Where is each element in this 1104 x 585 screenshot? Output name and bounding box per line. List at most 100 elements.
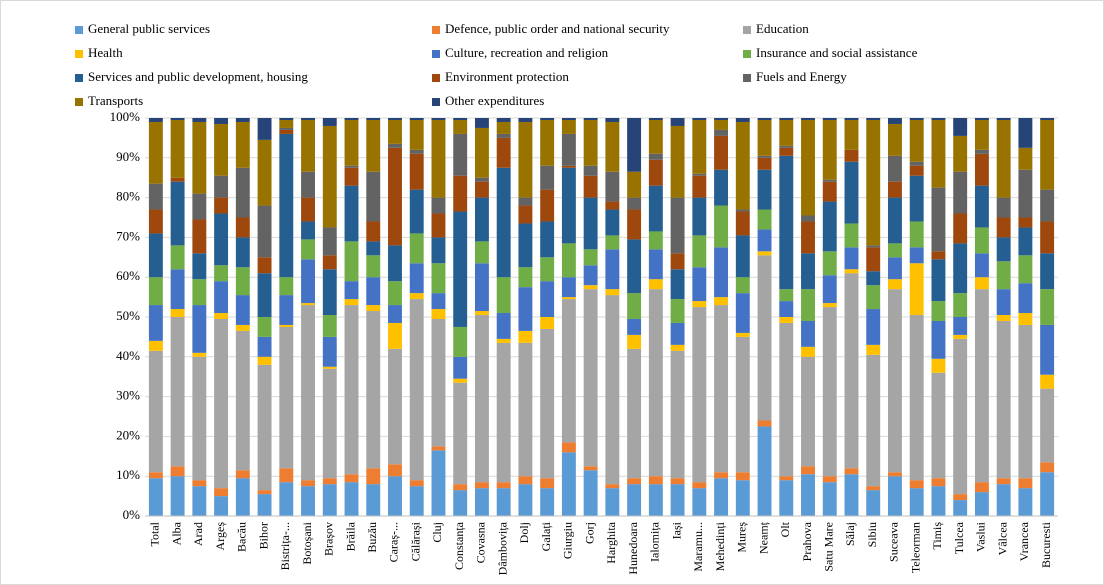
bar-segment (627, 334, 642, 349)
y-tick-label: 10% (116, 467, 140, 482)
bar-segment (257, 257, 272, 274)
bar-segment (388, 464, 402, 477)
bar-segment (322, 315, 337, 337)
bar-segment (192, 480, 207, 487)
bar-segment (953, 338, 968, 495)
bar-segment (257, 336, 272, 357)
bar-segment (214, 313, 229, 319)
bar-segment (344, 305, 359, 475)
bar-segment (583, 466, 598, 471)
bar-segment (670, 118, 685, 126)
bar-segment (931, 119, 946, 188)
bar-segment (953, 118, 968, 136)
bar-segment (692, 173, 707, 176)
x-tick-label: Neamț (756, 521, 770, 554)
bar-segment (953, 213, 968, 244)
bar-segment (953, 334, 968, 339)
legend-swatch (432, 50, 440, 58)
bar-segment (822, 303, 837, 308)
bar-segment (974, 153, 989, 186)
bar-segment (301, 259, 315, 304)
bar-segment (974, 227, 989, 254)
bar-segment (909, 221, 924, 248)
bar-segment (996, 478, 1011, 485)
legend-swatch (432, 74, 440, 82)
bar-segment (822, 251, 837, 276)
bar-segment (714, 297, 729, 306)
bar-segment (192, 305, 207, 353)
bar-segment (996, 261, 1011, 290)
bar-segment (192, 193, 207, 220)
bar-segment (518, 121, 533, 198)
bar-segment (366, 241, 381, 256)
bar-segment (257, 490, 272, 495)
bar-segment (518, 330, 533, 343)
bar-segment (409, 293, 424, 300)
bar-segment (627, 118, 642, 172)
bar-segment (801, 289, 815, 321)
bar-segment (170, 466, 185, 477)
bar-segment (192, 121, 207, 194)
bar-segment (648, 476, 663, 485)
bar-segment (409, 486, 424, 516)
bar-segment (714, 129, 729, 136)
bar-segment (670, 253, 685, 270)
bar-segment (561, 297, 576, 300)
bar-segment (322, 255, 337, 270)
bar-segment (583, 265, 598, 286)
bar-segment (974, 277, 989, 290)
bar-segment (170, 317, 185, 467)
bar-segment (1040, 189, 1055, 222)
bar-segment (409, 233, 424, 264)
bar-segment (366, 311, 381, 469)
bar-segment (257, 118, 272, 140)
x-tick-label: Timiș (930, 522, 944, 550)
bar-segment (692, 235, 707, 268)
bar-segment (801, 253, 815, 290)
bar-segment (301, 303, 315, 306)
bar-segment (366, 255, 381, 278)
bar-segment (714, 119, 729, 130)
bar-segment (279, 277, 294, 296)
x-tick-label: Maramu... (691, 522, 705, 572)
bar-segment (540, 257, 555, 282)
bar-segment (431, 213, 446, 238)
bar-segment (735, 121, 750, 210)
bar-segment (474, 241, 489, 264)
bar-segment (453, 119, 468, 134)
bar-segment (235, 167, 250, 218)
bar-segment (431, 318, 446, 447)
bar-segment (214, 175, 229, 198)
bar-segment (801, 221, 815, 254)
bar-segment (931, 358, 946, 373)
bar-segment (257, 317, 272, 337)
bar-segment (931, 118, 946, 120)
bar-segment (1040, 289, 1055, 325)
bar-segment (214, 265, 229, 282)
bar-segment (344, 474, 359, 483)
bar-segment (735, 336, 750, 473)
x-tick-label: Harghita (604, 521, 618, 563)
bar-segment (388, 476, 402, 516)
bar-segment (235, 267, 250, 296)
bar-segment (648, 185, 663, 232)
bar-segment (866, 309, 881, 345)
bar-segment (605, 209, 620, 236)
bar-segment (692, 175, 707, 198)
bar-segment (1018, 283, 1033, 314)
x-tick-label: Caraș-... (387, 522, 401, 562)
bar-segment (1040, 374, 1055, 389)
bar-segment (301, 118, 315, 120)
bar-segment (561, 452, 576, 516)
bar-segment (757, 420, 772, 427)
bar-segment (496, 133, 511, 138)
x-tick-label: Brăila (343, 521, 357, 551)
bar-segment (409, 119, 424, 150)
bar-segment (409, 263, 424, 294)
bar-segment (909, 119, 924, 162)
bar-segment (909, 480, 924, 489)
bar-segment (366, 119, 381, 172)
bar-segment (148, 183, 163, 210)
bar-segment (496, 277, 511, 314)
bar-segment (627, 318, 642, 335)
